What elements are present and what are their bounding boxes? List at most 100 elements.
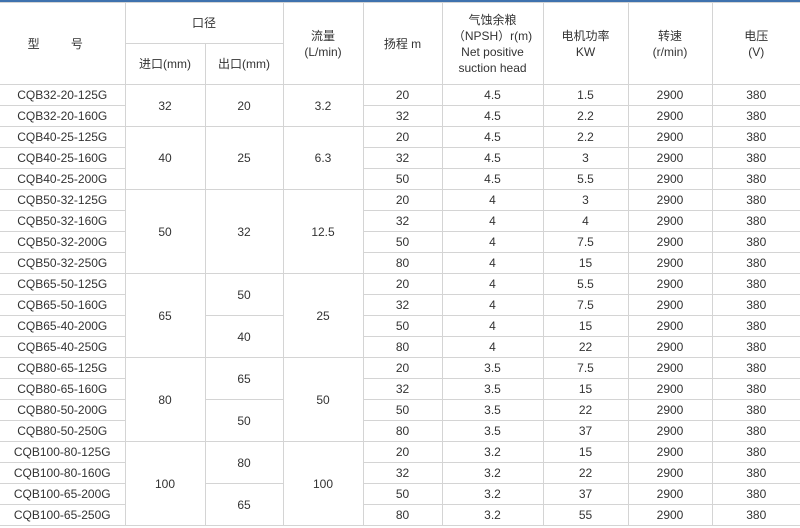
cell-model: CQB80-50-250G — [0, 420, 126, 442]
cell-power: 4 — [542, 210, 629, 232]
cell-head: 80 — [362, 252, 443, 274]
cell-model: CQB50-32-250G — [0, 252, 126, 274]
cell-outlet: 20 — [204, 84, 284, 127]
header-power: 电机功率 KW — [542, 2, 629, 85]
table-row: CQB50-32-125G 50 32 12.5 20 4 3 2900 380 — [0, 189, 800, 274]
table-row: CQB100-80-125G 100 80 100 20 3.2 15 2900 380 — [0, 441, 800, 526]
cell-head: 20 — [362, 84, 443, 106]
cell-outlet: 65 — [204, 357, 284, 400]
cell-npsh: 4 — [441, 315, 544, 337]
cell-speed: 2900 — [627, 420, 713, 442]
table-row: CQB40-25-125G 40 25 6.3 20 4.5 2.2 2900 380 — [0, 126, 800, 190]
cell-npsh: 4.5 — [441, 105, 544, 127]
cell-npsh: 4.5 — [441, 168, 544, 190]
cell-head: 32 — [362, 294, 443, 316]
cell-voltage: 380 — [711, 378, 800, 400]
cell-speed: 2900 — [627, 126, 713, 148]
cell-outlet: 50 — [204, 273, 284, 316]
cell-outlet: 65 — [204, 483, 284, 526]
cell-speed: 2900 — [627, 336, 713, 358]
cell-npsh: 4 — [441, 273, 544, 295]
cell-speed: 2900 — [627, 189, 713, 211]
cell-head: 80 — [362, 504, 443, 526]
cell-head: 32 — [362, 105, 443, 127]
cell-flow: 12.5 — [282, 189, 364, 274]
cell-npsh: 4 — [441, 210, 544, 232]
table-row: CQB32-20-125G 32 20 3.2 20 4.5 1.5 2900 380 — [0, 84, 800, 127]
cell-inlet: 100 — [124, 441, 206, 526]
cell-outlet: 50 — [204, 399, 284, 442]
cell-voltage: 380 — [711, 252, 800, 274]
cell-npsh: 4 — [441, 294, 544, 316]
table-row: CQB65-40-250G 80 4 22 2900 380 — [0, 336, 800, 358]
cell-head: 80 — [362, 420, 443, 442]
cell-power: 22 — [542, 399, 629, 421]
cell-head: 32 — [362, 210, 443, 232]
cell-speed: 2900 — [627, 105, 713, 127]
cell-head: 20 — [362, 357, 443, 379]
cell-head: 50 — [362, 231, 443, 253]
header-caliber: 口径 — [124, 2, 284, 44]
cell-flow: 6.3 — [282, 126, 364, 190]
cell-head: 20 — [362, 441, 443, 463]
cell-speed: 2900 — [627, 252, 713, 274]
table-row: CQB65-40-200G 40 50 4 15 2900 380 — [0, 315, 800, 358]
cell-power: 37 — [542, 483, 629, 505]
cell-npsh: 4.5 — [441, 126, 544, 148]
cell-model: CQB65-50-125G — [0, 273, 126, 295]
cell-npsh: 4 — [441, 336, 544, 358]
cell-outlet: 25 — [204, 126, 284, 190]
cell-power: 37 — [542, 420, 629, 442]
cell-model: CQB100-80-160G — [0, 462, 126, 484]
cell-power: 15 — [542, 252, 629, 274]
table-row: CQB80-65-125G 80 65 50 20 3.5 7.5 2900 380 — [0, 357, 800, 442]
cell-outlet: 32 — [204, 189, 284, 274]
cell-voltage: 380 — [711, 399, 800, 421]
cell-power: 7.5 — [542, 357, 629, 379]
cell-voltage: 380 — [711, 462, 800, 484]
cell-outlet: 40 — [204, 315, 284, 358]
cell-model: CQB100-65-250G — [0, 504, 126, 526]
cell-inlet: 32 — [124, 84, 206, 127]
cell-voltage: 380 — [711, 231, 800, 253]
table-row: CQB32-20-160G 32 4.5 2.2 2900 380 — [0, 105, 800, 127]
cell-power: 1.5 — [542, 84, 629, 106]
cell-voltage: 380 — [711, 357, 800, 379]
header-outlet: 出口(mm) — [204, 43, 284, 85]
cell-speed: 2900 — [627, 273, 713, 295]
cell-speed: 2900 — [627, 84, 713, 106]
cell-npsh: 3.5 — [441, 378, 544, 400]
cell-outlet: 80 — [204, 441, 284, 484]
cell-head: 32 — [362, 462, 443, 484]
cell-head: 20 — [362, 126, 443, 148]
cell-power: 15 — [542, 315, 629, 337]
cell-model: CQB100-80-125G — [0, 441, 126, 463]
cell-voltage: 380 — [711, 336, 800, 358]
cell-power: 15 — [542, 441, 629, 463]
table-row: CQB40-25-160G 32 4.5 3 2900 380 — [0, 147, 800, 169]
table-row: CQB50-32-160G 32 4 4 2900 380 — [0, 210, 800, 232]
cell-model: CQB65-40-250G — [0, 336, 126, 358]
header-flow: 流量 (L/min) — [282, 2, 364, 85]
cell-npsh: 4 — [441, 189, 544, 211]
cell-voltage: 380 — [711, 189, 800, 211]
header-head: 扬程 m — [362, 2, 443, 85]
cell-flow: 25 — [282, 273, 364, 358]
cell-npsh: 4.5 — [441, 84, 544, 106]
cell-power: 22 — [542, 462, 629, 484]
cell-head: 32 — [362, 378, 443, 400]
cell-power: 22 — [542, 336, 629, 358]
cell-head: 50 — [362, 483, 443, 505]
cell-voltage: 380 — [711, 273, 800, 295]
cell-npsh: 3.5 — [441, 420, 544, 442]
cell-power: 5.5 — [542, 273, 629, 295]
cell-model: CQB65-50-160G — [0, 294, 126, 316]
header-speed: 转速 (r/min) — [627, 2, 713, 85]
cell-voltage: 380 — [711, 441, 800, 463]
cell-model: CQB100-65-200G — [0, 483, 126, 505]
cell-power: 7.5 — [542, 294, 629, 316]
table-row: CQB65-50-160G 32 4 7.5 2900 380 — [0, 294, 800, 316]
cell-head: 50 — [362, 168, 443, 190]
cell-speed: 2900 — [627, 378, 713, 400]
cell-speed: 2900 — [627, 483, 713, 505]
